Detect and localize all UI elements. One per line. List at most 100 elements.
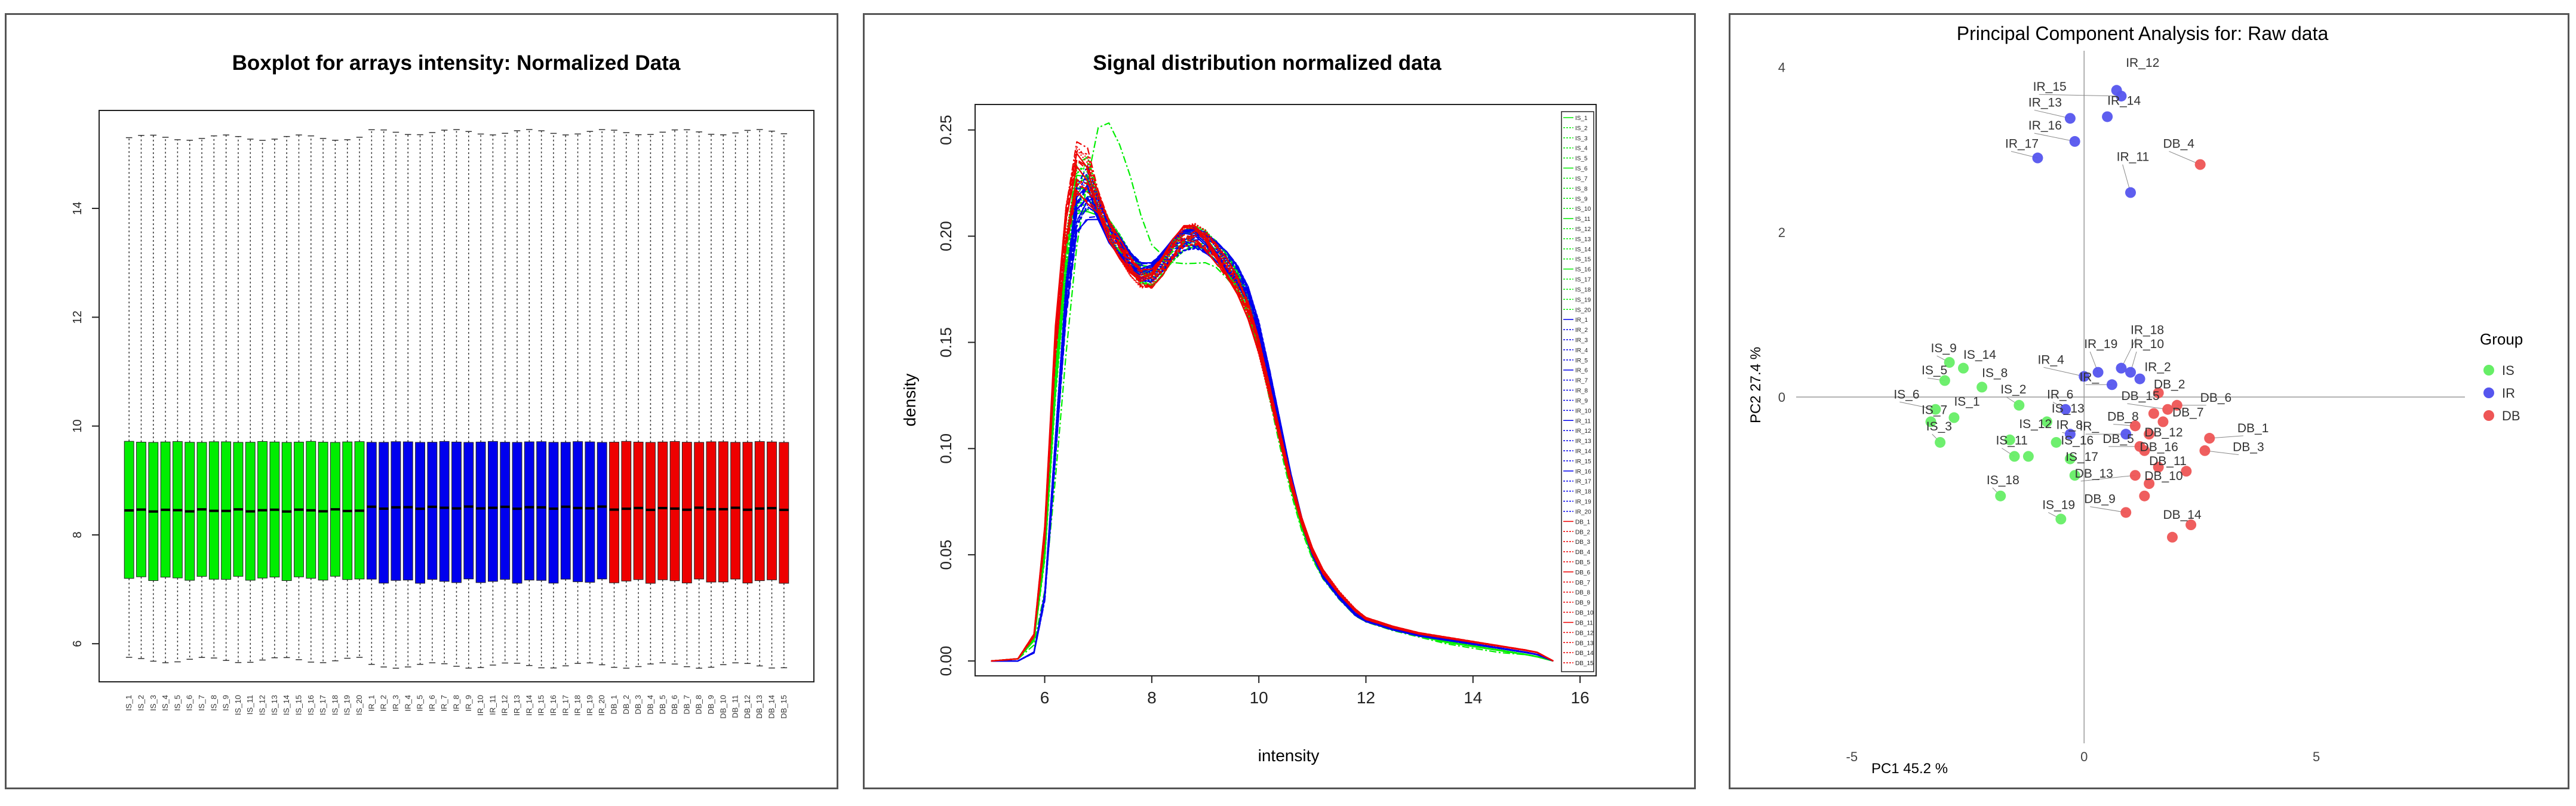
density-legend-label: IS_9 xyxy=(1575,196,1588,202)
pca-point-DB xyxy=(2148,408,2159,419)
pca-point-label: IR_19 xyxy=(2084,337,2117,351)
pca-title: Principal Component Analysis for: Raw da… xyxy=(1957,23,2329,44)
pca-point-label: IS_9 xyxy=(1931,342,1957,355)
x-tick-label: IR_13 xyxy=(512,695,521,716)
density-legend-label: IR_2 xyxy=(1575,327,1588,334)
pca-point-label: IS_7 xyxy=(1922,404,1947,417)
pca-point-label: DB_13 xyxy=(2075,467,2113,481)
pca-point-IS xyxy=(1930,404,1941,415)
x-tick-label: IR_3 xyxy=(391,695,400,711)
pca-point-label: IR_11 xyxy=(2117,150,2149,164)
pca-point-DB xyxy=(2144,429,2155,440)
pca-point-IR xyxy=(2102,111,2113,122)
x-tick-label: DB_12 xyxy=(743,695,752,719)
x-tick-label: IR_2 xyxy=(379,695,388,711)
density-line-IS_8 xyxy=(991,196,1554,662)
density-legend-label: IR_9 xyxy=(1575,398,1588,404)
box-DB_6 xyxy=(669,441,680,582)
density-line-IR_7 xyxy=(991,216,1554,662)
pca-point-label: IR_17 xyxy=(2005,137,2039,150)
pca-point-label: IS_11 xyxy=(1996,434,2027,448)
pca-point-label: IS_1 xyxy=(1954,395,1979,409)
density-legend-label: DB_6 xyxy=(1575,570,1590,576)
density-legend-label: IR_7 xyxy=(1575,378,1588,384)
pca-point-IS xyxy=(2004,434,2015,445)
pca-label-leader xyxy=(2039,94,2122,97)
x-tick-label: IR_10 xyxy=(476,695,485,716)
x-tick-label: DB_3 xyxy=(634,695,643,715)
x-tick-label: DB_4 xyxy=(645,695,654,715)
pca-point-label: DB_15 xyxy=(2121,389,2159,403)
density-legend-label: DB_12 xyxy=(1575,630,1594,636)
density-legend-label: DB_15 xyxy=(1575,660,1594,667)
pca-panel: Principal Component Analysis for: Raw da… xyxy=(1729,13,2569,789)
pca-point-IR xyxy=(2064,113,2076,124)
density-legend-label: IS_8 xyxy=(1575,186,1588,192)
density-legend-label: IS_16 xyxy=(1575,267,1591,273)
pca-label-leader xyxy=(2169,151,2200,165)
pca-point-IS xyxy=(1925,416,1936,427)
box-DB_10 xyxy=(718,441,728,583)
box-IR_2 xyxy=(379,442,389,584)
density-line-DB_14 xyxy=(991,159,1554,662)
density-line-IS_11 xyxy=(991,210,1554,662)
pca-point-DB xyxy=(2129,470,2141,481)
pca-point-IS xyxy=(1958,362,1969,374)
pca-point-label: IR_6 xyxy=(2047,387,2073,401)
pca-point-label: DB_16 xyxy=(2140,441,2178,454)
pca-point-label: IS_19 xyxy=(2042,498,2075,512)
density-line-IR_18 xyxy=(991,198,1554,662)
x-tick-label: IS_19 xyxy=(343,695,352,715)
pca-point-IR xyxy=(2060,404,2071,415)
box-IR_8 xyxy=(451,441,462,583)
pca-point-label: DB_7 xyxy=(2172,406,2204,420)
box-DB_1 xyxy=(609,442,619,583)
density-legend-label: IR_15 xyxy=(1575,459,1591,465)
x-tick-label: 8 xyxy=(1147,688,1157,707)
boxplot-chart: Boxplot for arrays intensity: Normalized… xyxy=(71,51,814,719)
pca-point-IR xyxy=(2116,362,2127,374)
density-line-IS_18 xyxy=(991,190,1554,662)
x-tick-label: IR_6 xyxy=(428,695,436,711)
density-legend-label: DB_9 xyxy=(1575,600,1590,607)
density-legend-label: DB_10 xyxy=(1575,610,1594,617)
x-tick-label: IR_20 xyxy=(597,695,606,716)
pca-point-IR xyxy=(2125,367,2136,378)
x-tick-label: IS_1 xyxy=(124,695,133,711)
boxplot-content: 6 8 10 12 14 IS_1 IS_2 IS_3 IS_4 IS_5 IS_6 IS_7 IS_8… xyxy=(71,129,789,719)
pca-point-DB xyxy=(2139,445,2150,456)
density-lines xyxy=(991,122,1554,662)
density-line-IR_6 xyxy=(991,184,1554,662)
density-legend-label: DB_4 xyxy=(1575,549,1590,556)
density-y-label: density xyxy=(900,374,919,427)
density-line-IS_15 xyxy=(991,199,1554,662)
y-tick-label: 0 xyxy=(1778,390,1785,405)
density-legend-label: IR_11 xyxy=(1575,418,1591,424)
pca-point-IR xyxy=(2134,373,2145,384)
density-line-IR_11 xyxy=(991,219,1554,662)
pca-point-IS xyxy=(2051,436,2062,448)
pca-point-label: IR_2 xyxy=(2144,361,2171,374)
pca-chart: Principal Component Analysis for: Raw da… xyxy=(1748,23,2523,777)
density-line-IS_17 xyxy=(991,177,1554,662)
box-DB_8 xyxy=(694,442,705,580)
pca-point-label: IR_4 xyxy=(2037,353,2064,367)
pca-label-leader xyxy=(1899,401,1936,410)
pca-point-label: IR_8 xyxy=(2057,418,2083,432)
pca-point-DB xyxy=(2144,478,2155,489)
x-tick-label: IS_12 xyxy=(258,695,267,715)
pca-point-IR xyxy=(2079,371,2090,382)
pca-point-label: DB_1 xyxy=(2237,422,2269,435)
box-DB_7 xyxy=(681,442,692,583)
x-tick-label: IS_17 xyxy=(318,695,327,715)
x-tick-label: IR_18 xyxy=(573,695,582,716)
x-tick-label: DB_2 xyxy=(622,695,631,715)
x-tick-label: -5 xyxy=(1846,749,1858,764)
x-tick-label: IS_16 xyxy=(306,695,315,715)
density-panel: Signal distribution normalized data inte… xyxy=(863,13,1696,789)
x-tick-label: DB_10 xyxy=(718,695,727,719)
density-legend-label: IR_12 xyxy=(1575,428,1591,435)
density-line-DB_11 xyxy=(991,190,1554,662)
pca-point-label: IR_ xyxy=(2079,420,2099,433)
x-tick-label: IS_9 xyxy=(222,695,230,711)
